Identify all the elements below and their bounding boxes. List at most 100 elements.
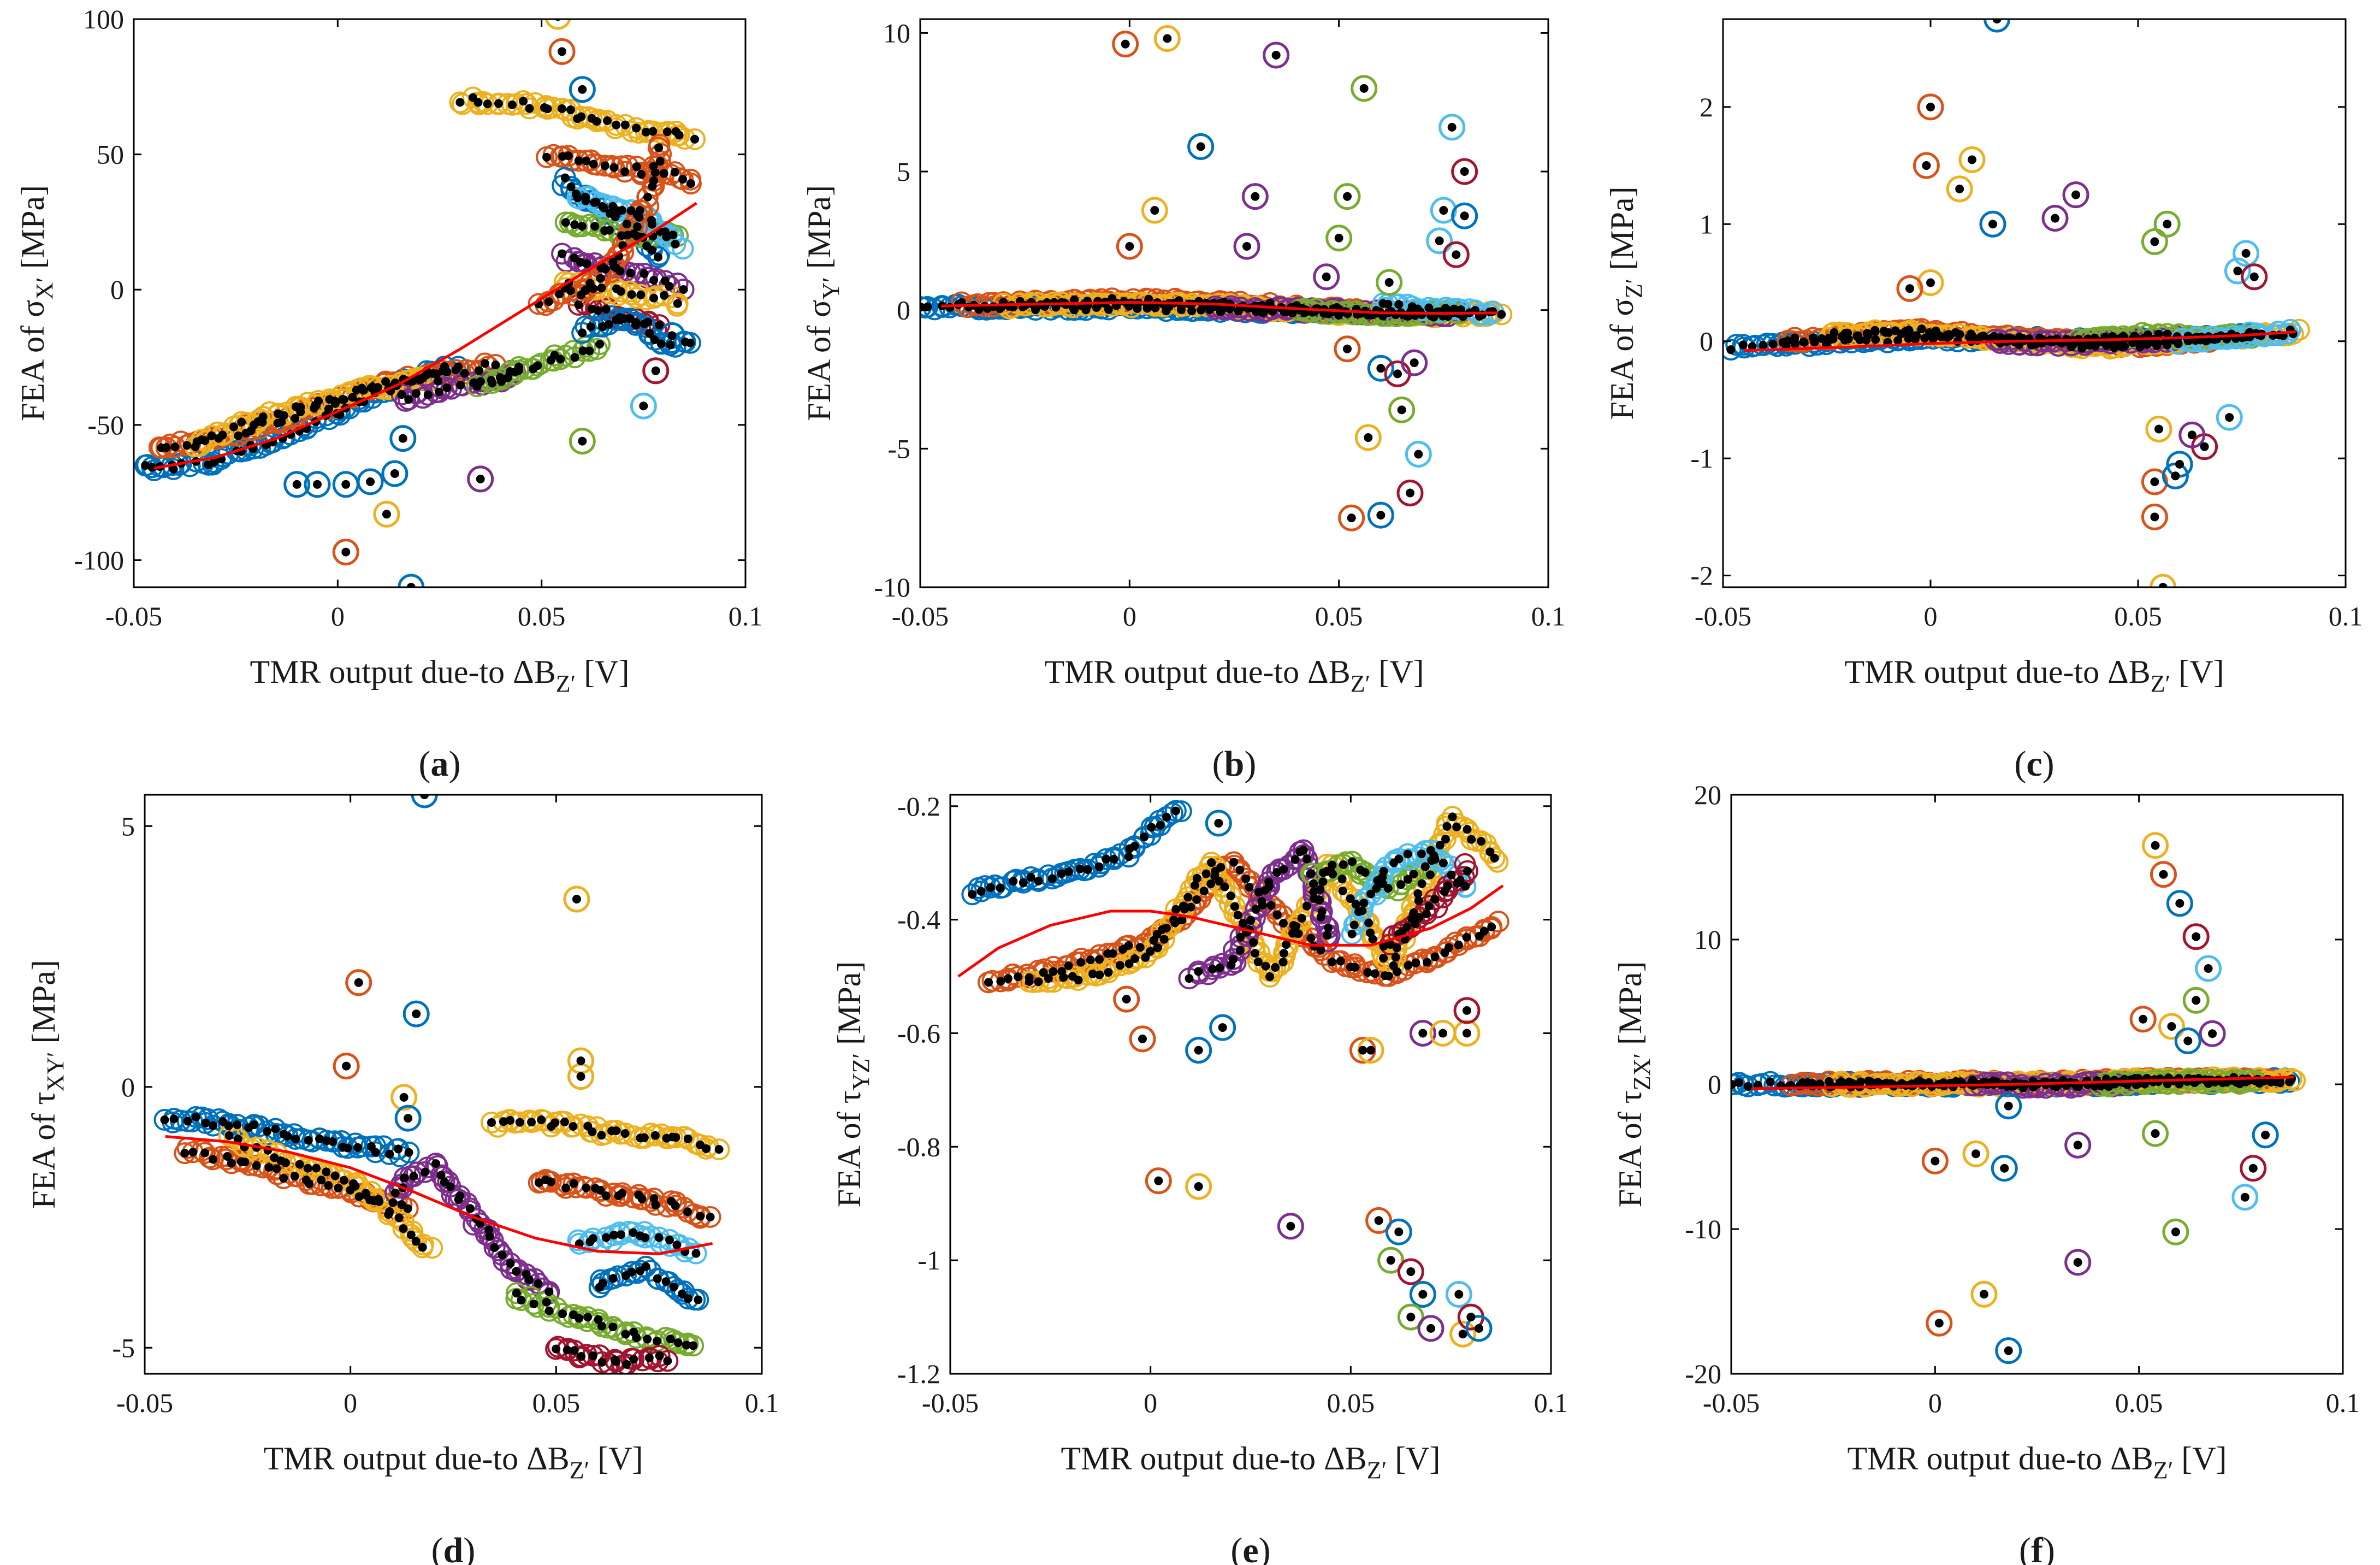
- data-marker: [252, 406, 274, 428]
- sample-dot: [317, 1176, 326, 1185]
- sample-dot: [635, 206, 644, 215]
- sample-dot: [1316, 912, 1325, 922]
- sample-dot: [2151, 1129, 2160, 1138]
- sample-dot: [169, 1114, 179, 1124]
- data-marker: [666, 294, 688, 317]
- sample-dot: [1461, 882, 1470, 891]
- sample-dot: [1945, 332, 1954, 341]
- sample-dot: [534, 1279, 543, 1288]
- outlier-marker: [2252, 1121, 2279, 1149]
- outlier-marker: [1946, 175, 1973, 203]
- sample-dot: [1458, 1330, 1467, 1339]
- sample-dot: [2154, 424, 2163, 434]
- outlier-marker: [2178, 421, 2206, 448]
- panel-caption: (e): [1230, 1531, 1270, 1565]
- sample-dot: [524, 1275, 534, 1284]
- data-marker: [1090, 852, 1112, 875]
- sample-dot: [1424, 303, 1434, 312]
- sample-dot: [264, 1162, 274, 1172]
- sample-dot: [1368, 935, 1377, 944]
- sample-dot: [1014, 972, 1023, 982]
- sample-dot: [2202, 336, 2211, 345]
- sample-dot: [1460, 167, 1469, 176]
- panel-b: -0.05 0 0.05 0.1 -10 -5 0 5 10 TMR output due-to …: [801, 17, 1565, 784]
- sample-dot: [1452, 250, 1461, 259]
- sample-dot: [2192, 996, 2201, 1005]
- sample-dot: [653, 252, 662, 262]
- sample-dot: [623, 231, 632, 240]
- sample-dot: [645, 328, 654, 338]
- outlier-marker: [1397, 1303, 1424, 1331]
- sample-dot: [2096, 1081, 2105, 1090]
- sample-dot: [1346, 894, 1355, 903]
- sample-dot: [1334, 233, 1343, 243]
- sample-dot: [2163, 329, 2172, 339]
- sample-dot: [1734, 1078, 1744, 1087]
- sample-dot: [1379, 954, 1388, 963]
- sample-dot: [1443, 881, 1452, 890]
- sample-dot: [575, 1314, 584, 1323]
- sample-dot: [1439, 206, 1448, 215]
- sample-dot: [556, 355, 565, 364]
- sample-dot: [577, 112, 586, 121]
- sample-dot: [292, 480, 301, 489]
- sample-dot: [1153, 943, 1162, 953]
- sample-dot: [455, 98, 465, 107]
- sample-dot: [218, 430, 227, 440]
- sample-dot: [279, 1173, 288, 1183]
- y-axis-label: FEA of τXY′ [MPa]: [26, 960, 69, 1209]
- sample-dot: [581, 286, 590, 295]
- outlier-marker: [1367, 501, 1394, 529]
- sample-dot: [1454, 941, 1463, 950]
- sample-dot: [1392, 943, 1401, 953]
- outlier-marker: [1325, 225, 1353, 252]
- sample-dot: [945, 303, 955, 312]
- outlier-marker: [563, 885, 590, 913]
- sample-dot: [609, 1231, 619, 1240]
- sample-dot: [706, 1212, 715, 1221]
- sample-dot: [586, 322, 595, 332]
- sample-dot: [662, 232, 671, 241]
- sample-dot: [348, 393, 357, 402]
- sample-dot: [1968, 332, 1978, 341]
- sample-dot: [2233, 267, 2242, 276]
- sample-dot: [578, 346, 588, 356]
- sample-dot: [2150, 477, 2159, 487]
- sample-dot: [601, 1191, 611, 1201]
- sample-dot: [170, 442, 180, 452]
- sample-dot: [1394, 854, 1404, 864]
- y-tick-label: -0.4: [897, 905, 940, 935]
- sample-dot: [2192, 932, 2201, 941]
- sample-dot: [1229, 858, 1239, 867]
- sample-dot: [2171, 471, 2180, 481]
- outlier-marker: [1185, 1037, 1212, 1064]
- data-marker: [671, 1283, 694, 1305]
- sample-dot: [1968, 155, 1976, 164]
- sample-dot: [1251, 949, 1260, 958]
- sample-dot: [330, 1171, 340, 1180]
- data-marker: [411, 1236, 434, 1259]
- sample-dot: [224, 1131, 234, 1141]
- y-tick-label: 0: [1708, 1069, 1721, 1100]
- y-tick-label: 10: [883, 17, 910, 48]
- sample-dot: [683, 1134, 692, 1143]
- sample-dot: [1425, 870, 1435, 879]
- outlier-marker: [1453, 997, 1481, 1024]
- sample-dot: [654, 143, 664, 152]
- sample-dot: [1086, 955, 1095, 965]
- x-tick-label: 0.05: [518, 601, 566, 631]
- y-axis-label: FEA of σX′ [MPa]: [15, 185, 58, 421]
- sample-dot: [650, 335, 659, 344]
- sample-dot: [689, 1341, 698, 1350]
- outlier-marker: [1376, 269, 1403, 296]
- sample-dot: [1282, 940, 1291, 949]
- sample-dot: [403, 1204, 412, 1213]
- sample-dot: [1934, 331, 1944, 340]
- sample-dot: [1235, 946, 1245, 955]
- sample-dot: [451, 365, 460, 375]
- sample-dot: [1309, 887, 1318, 896]
- outlier-marker: [2224, 257, 2251, 285]
- sample-dot: [1926, 278, 1935, 287]
- sample-dot: [1462, 932, 1471, 942]
- sample-dot: [1426, 846, 1435, 855]
